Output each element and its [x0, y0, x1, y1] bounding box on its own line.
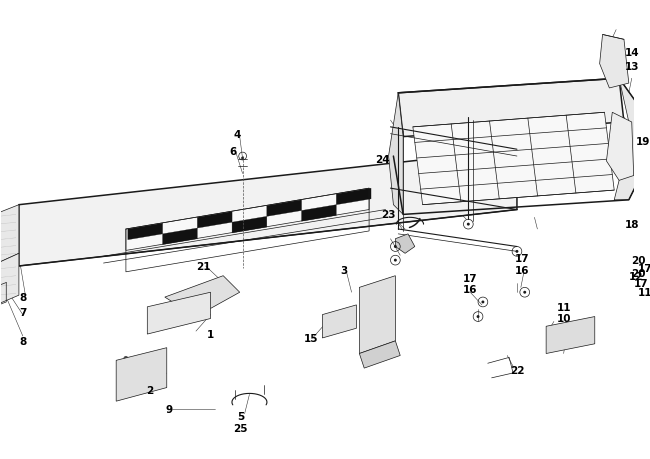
Text: 23: 23 [382, 210, 396, 220]
Polygon shape [600, 35, 629, 89]
Text: 9: 9 [165, 404, 172, 414]
Polygon shape [165, 276, 240, 317]
Circle shape [144, 369, 149, 374]
Circle shape [141, 358, 146, 363]
Polygon shape [395, 235, 415, 254]
Polygon shape [198, 212, 232, 229]
Text: 8: 8 [19, 336, 27, 346]
Text: 8: 8 [19, 292, 27, 302]
Circle shape [482, 301, 484, 304]
Text: 17: 17 [463, 273, 478, 283]
Circle shape [129, 377, 134, 382]
Text: 18: 18 [625, 220, 639, 230]
Text: 21: 21 [196, 261, 211, 271]
Text: 16: 16 [515, 265, 529, 275]
Text: 6: 6 [229, 147, 237, 157]
Polygon shape [359, 276, 395, 354]
Polygon shape [546, 317, 595, 354]
Circle shape [523, 291, 526, 294]
Circle shape [394, 246, 396, 248]
Text: 17: 17 [515, 254, 529, 263]
Text: 10: 10 [556, 314, 571, 324]
Circle shape [394, 259, 396, 262]
Text: 1: 1 [207, 330, 214, 339]
Circle shape [467, 223, 470, 226]
Text: 7: 7 [19, 307, 27, 317]
Polygon shape [19, 150, 517, 266]
Polygon shape [232, 217, 266, 233]
Circle shape [476, 315, 480, 318]
Text: 2: 2 [147, 385, 154, 395]
Polygon shape [266, 201, 302, 217]
Text: 20: 20 [631, 256, 646, 266]
Polygon shape [0, 254, 19, 309]
Text: 25: 25 [233, 424, 248, 433]
Polygon shape [322, 305, 356, 338]
Text: 17: 17 [634, 278, 649, 288]
Polygon shape [359, 341, 400, 368]
Text: 11: 11 [638, 288, 650, 297]
Text: 16: 16 [463, 285, 478, 295]
Circle shape [126, 367, 131, 372]
Text: 19: 19 [636, 137, 650, 147]
Polygon shape [0, 205, 19, 269]
Text: 17: 17 [638, 263, 650, 273]
Polygon shape [126, 189, 369, 251]
Text: 20: 20 [631, 268, 646, 278]
Circle shape [124, 356, 128, 361]
Polygon shape [336, 189, 371, 205]
Polygon shape [389, 94, 403, 215]
Text: 13: 13 [625, 62, 639, 72]
Text: 24: 24 [376, 155, 390, 165]
Circle shape [515, 250, 519, 253]
Polygon shape [128, 224, 162, 240]
Polygon shape [614, 79, 644, 201]
Text: 5: 5 [237, 411, 244, 421]
Circle shape [241, 157, 244, 160]
Polygon shape [413, 113, 614, 205]
Polygon shape [302, 205, 336, 222]
Polygon shape [606, 113, 634, 181]
Polygon shape [162, 229, 198, 245]
Polygon shape [148, 292, 211, 334]
Text: 15: 15 [304, 333, 318, 343]
Text: 12: 12 [629, 271, 643, 281]
Text: 3: 3 [340, 265, 348, 275]
Circle shape [147, 380, 151, 384]
Text: 4: 4 [233, 129, 240, 140]
Polygon shape [398, 79, 624, 137]
Text: 14: 14 [625, 48, 639, 58]
Polygon shape [116, 348, 167, 401]
Text: 11: 11 [556, 302, 571, 312]
Text: 22: 22 [510, 365, 524, 375]
